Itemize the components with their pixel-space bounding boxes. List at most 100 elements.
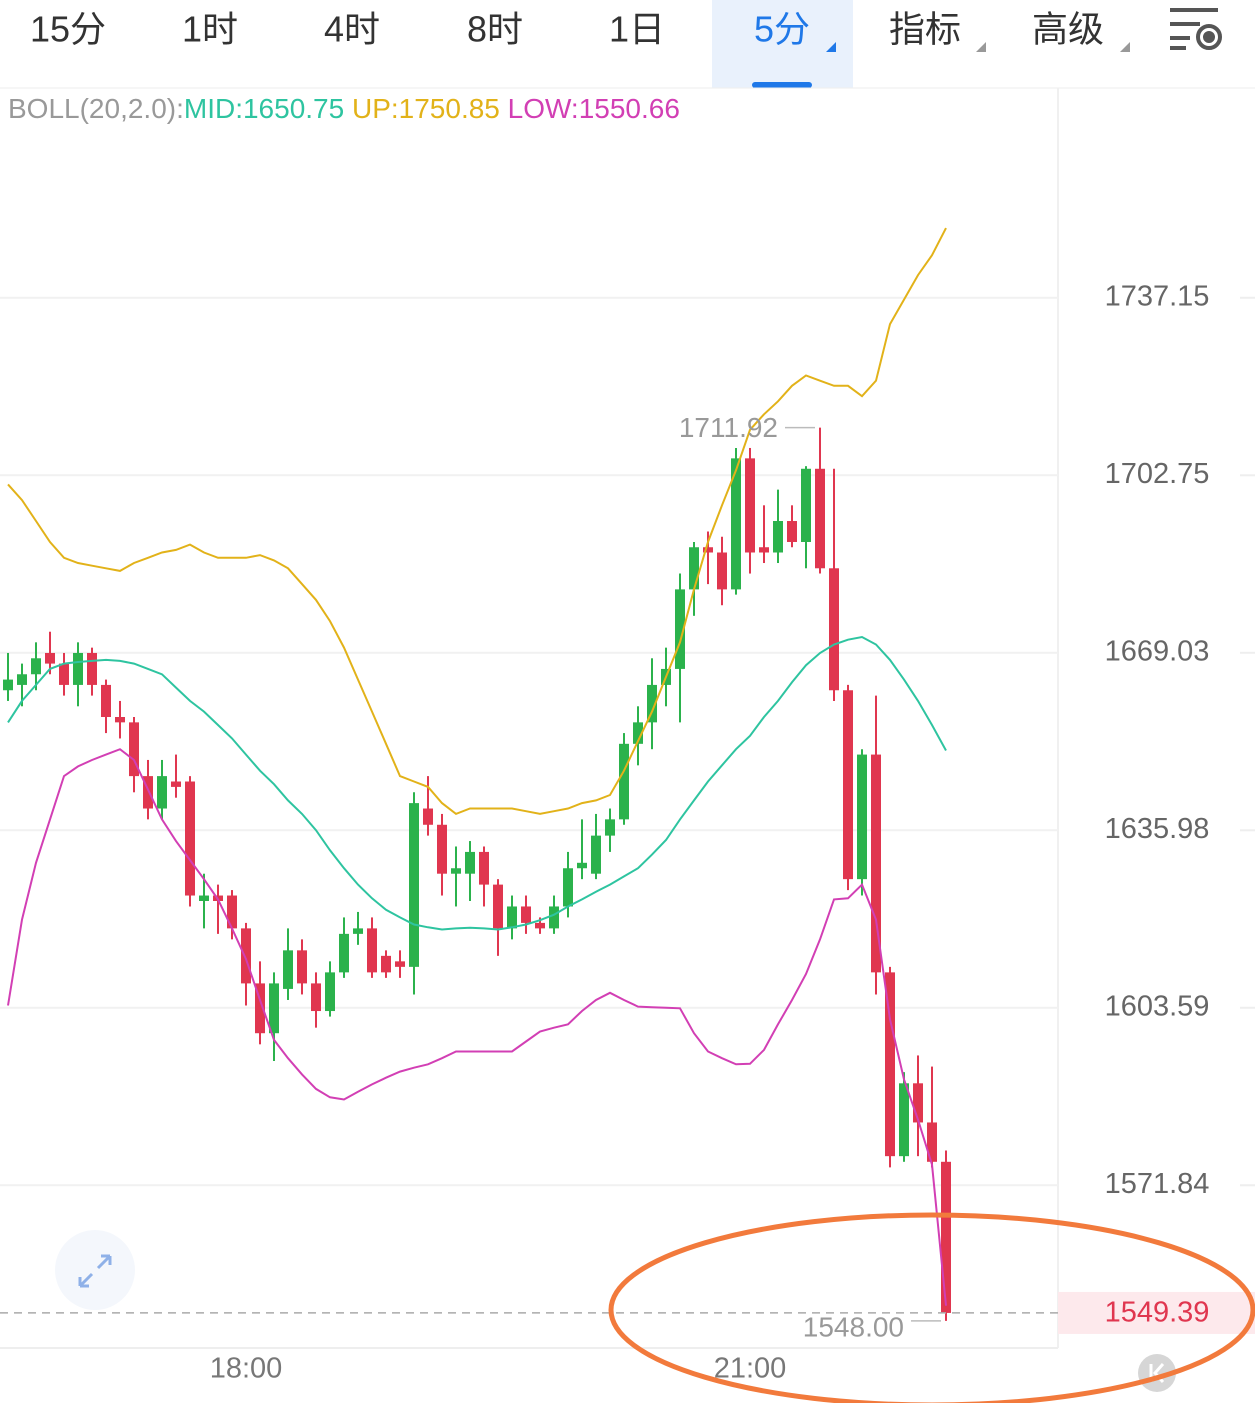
candle-body (857, 754, 867, 880)
candle-body (87, 652, 97, 685)
candle-body (339, 933, 349, 973)
candle-body (3, 679, 13, 691)
last-price-label: 1549.39 (1105, 1297, 1210, 1329)
tab[interactable]: 高级 (1032, 9, 1104, 50)
indicator-name: BOLL(20,2.0): (8, 93, 184, 124)
legend-mid: MID:1650.75 (184, 93, 344, 124)
candle-body (591, 835, 601, 874)
candle-body (563, 868, 573, 907)
highlight-ellipse (608, 1212, 1255, 1403)
candle-body (465, 851, 475, 874)
boll-line (7, 748, 947, 1306)
candle-body (17, 674, 27, 685)
active-tab-underline (752, 82, 812, 88)
candle-body (745, 458, 755, 553)
candle-body (423, 808, 433, 825)
tab-bar (0, 0, 1255, 89)
candle-body (73, 652, 83, 685)
candle-body (605, 819, 615, 836)
candle-body (507, 906, 517, 929)
candle-body (297, 950, 307, 984)
candle-body (31, 658, 41, 675)
candle-body (367, 928, 377, 973)
candle-body (703, 547, 713, 553)
candle-body (269, 983, 279, 1034)
candle-body (913, 1083, 923, 1123)
candle-body (157, 776, 167, 809)
candle-body (941, 1161, 951, 1313)
y-tick-label: 1571.84 (1105, 1168, 1210, 1200)
dropdown-arrow (976, 42, 986, 52)
candle-body (535, 922, 545, 929)
tab[interactable]: 指标 (889, 9, 961, 50)
x-tick-label: 18:00 (210, 1353, 283, 1385)
candle-body (59, 663, 69, 685)
boll-line (7, 227, 947, 816)
candle-body (689, 547, 699, 590)
candle-body (493, 884, 503, 929)
candle-body (759, 547, 769, 553)
settings-icon[interactable] (1170, 8, 1222, 50)
candle-body (633, 722, 643, 744)
candle-body (45, 652, 55, 664)
candle-body (255, 983, 265, 1034)
candle-body (353, 928, 363, 934)
candle-body (871, 754, 881, 973)
y-tick-label: 1635.98 (1105, 813, 1210, 845)
candle-body (283, 950, 293, 989)
candle-body (549, 906, 559, 929)
candle-body (619, 743, 629, 820)
candle-body (171, 781, 181, 787)
candle-body (325, 972, 335, 1012)
y-tick-label: 1603.59 (1105, 990, 1210, 1022)
plot-area: 1737.15 1702.75 1669.03 1635.98 1603.59 1571.… (0, 227, 1255, 1385)
candle-body (199, 895, 209, 901)
candle-body (521, 906, 531, 923)
legend-low: LOW:1550.66 (508, 93, 680, 124)
candle-body (927, 1122, 937, 1162)
dropdown-arrow (1120, 42, 1130, 52)
candle-body (773, 521, 783, 553)
candle-body (787, 521, 797, 542)
candle-body (801, 468, 811, 542)
tab[interactable]: 5分 (754, 9, 810, 50)
active-tab-bg (712, 0, 853, 88)
high-label: 1711.92 (679, 412, 778, 443)
indicator-legend: BOLL(20,2.0):MID:1650.75 UP:1750.85 LOW:… (8, 93, 680, 124)
candle-body (437, 824, 447, 874)
tab[interactable]: 4时 (324, 9, 380, 50)
dropdown-arrow (826, 42, 836, 52)
y-tick-label: 1669.03 (1105, 635, 1210, 667)
candle-body (381, 955, 391, 973)
y-tick-label: 1702.75 (1105, 458, 1210, 490)
candle-body (143, 776, 153, 809)
candle-body (899, 1083, 909, 1157)
candle-body (395, 961, 405, 967)
candle-body (717, 552, 727, 590)
candle-body (843, 690, 853, 880)
candle-body (885, 972, 895, 1157)
low-label: 1548.00 (803, 1311, 904, 1342)
tab[interactable]: 15分 (30, 9, 106, 50)
candle-body (115, 716, 125, 723)
candle-body (227, 895, 237, 929)
candle-body (409, 803, 419, 967)
tab[interactable]: 1时 (182, 9, 238, 50)
candle-body (451, 868, 461, 874)
last-price-box (1058, 1291, 1255, 1334)
x-tick-label: 21:00 (714, 1353, 787, 1385)
candle-body (129, 722, 139, 777)
candle-body (311, 983, 321, 1012)
candle-body (829, 568, 839, 691)
tab[interactable]: 1日 (609, 9, 665, 50)
candle-body (241, 928, 251, 984)
candle-body (577, 862, 587, 869)
candle-body (675, 589, 685, 669)
candle-body (101, 684, 111, 717)
tab[interactable]: 8时 (467, 9, 523, 50)
candle-body (647, 684, 657, 723)
candle-body (479, 851, 489, 885)
expand-button[interactable] (55, 1230, 135, 1310)
